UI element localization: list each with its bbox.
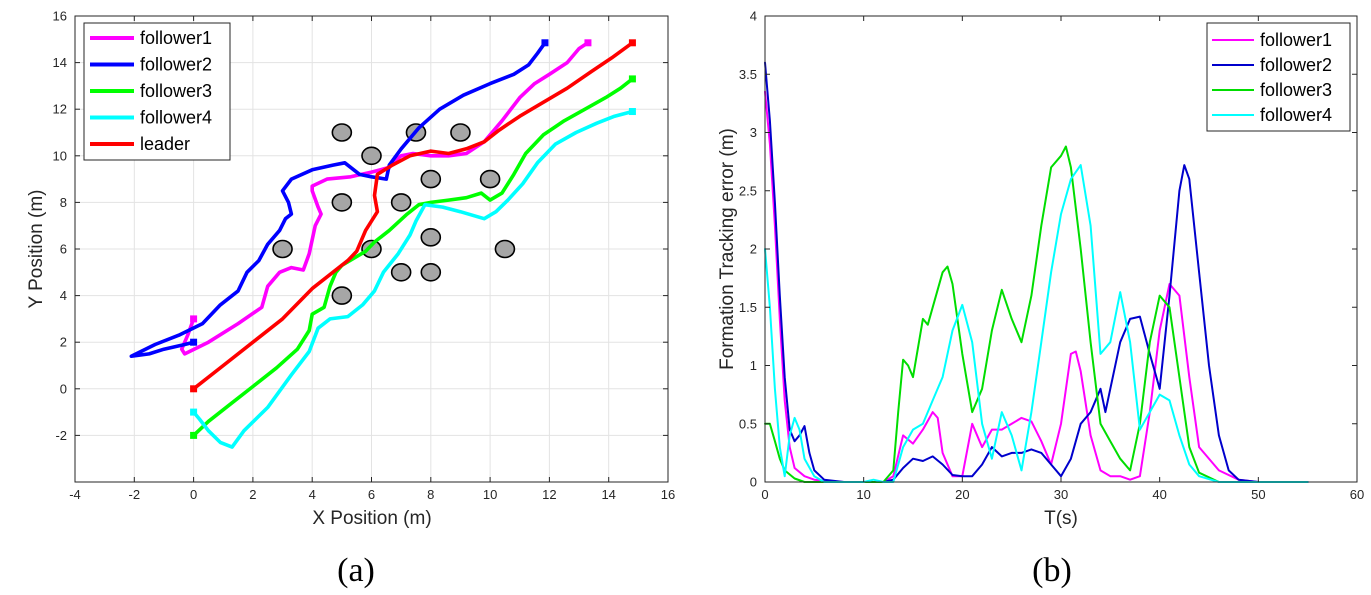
series-endpoint-follower4 [628,108,636,116]
y-tick-label: 16 [53,9,67,24]
obstacle-marker [361,239,382,259]
panel-b-ylabel: Formation Tracking error (m) [717,128,738,370]
legend-label-follower4: follower4 [140,108,212,128]
y-tick-label: 3.5 [739,67,757,82]
obstacle-marker [494,239,516,259]
obstacle-marker [420,228,442,247]
obstacle-marker [331,286,353,305]
y-tick-label: 2 [750,242,757,257]
y-tick-label: 0 [60,381,67,396]
series-endpoint-follower2 [190,338,198,346]
y-tick-label: 8 [60,195,67,210]
x-tick-label: 2 [249,487,256,502]
series-line-follower3 [191,77,635,438]
x-tick-label: 6 [368,487,375,502]
obstacle-marker [479,169,501,189]
x-tick-label: -4 [69,487,81,502]
y-tick-label: 4 [750,9,757,24]
panel-a-legend: follower1 follower2 follower3 follower4 lead… [83,22,231,161]
x-tick-label: 0 [761,487,768,502]
series-endpoint-follower3 [628,75,636,83]
y-tick-label: 4 [60,288,67,303]
series-endpoint-follower3 [190,431,198,439]
legend-label-follower3: follower3 [140,81,212,101]
y-tick-label: 0 [750,475,757,490]
panel-a-ticks: -4 -2 0 2 4 6 8 10 12 14 16 -2 0 2 4 6 8 10 12 14 16 [53,9,676,503]
panel-b-error-plot: 0 10 20 30 40 50 60 0 0.5 1 1.5 2 2.5 3 3.5 4 T(s) Form… [717,9,1364,590]
panel-a-ylabel: Y Position (m) [26,190,47,309]
obstacle-marker [450,123,471,142]
x-tick-label: 14 [601,487,615,502]
y-tick-label: 1 [750,358,757,373]
x-tick-label: 12 [542,487,556,502]
obstacle-marker [331,123,353,142]
panel-b-xlabel: T(s) [1044,508,1078,529]
series-endpoint-follower4 [190,408,198,416]
obstacle-marker [361,146,382,166]
y-tick-label: 12 [53,102,67,117]
x-tick-label: 40 [1152,487,1166,502]
panel-a-series [129,39,636,449]
panel-a-obstacles [272,123,516,305]
x-tick-label: 0 [190,487,197,502]
y-tick-label: -2 [55,428,67,443]
legend-label-follower1: follower1 [1260,30,1332,50]
panel-a-caption: (a) [337,552,375,589]
x-tick-label: 8 [427,487,434,502]
legend-label-follower1: follower1 [140,28,212,48]
obstacle-marker [331,193,353,212]
obstacle-marker [390,193,412,212]
y-tick-label: 14 [53,55,67,70]
x-tick-label: 60 [1350,487,1364,502]
obstacle-marker [390,262,412,282]
series-endpoint-follower2 [541,39,549,47]
y-tick-label: 1.5 [739,300,757,315]
y-tick-label: 2 [60,335,67,350]
x-tick-label: 4 [309,487,316,502]
x-tick-label: 50 [1251,487,1265,502]
series-line-leader [191,40,635,391]
series-line-follower1 [179,40,590,356]
series-line-follower4 [191,109,635,449]
x-tick-label: 10 [856,487,870,502]
panel-b-legend: follower1 follower2 follower3 follower4 [1206,22,1351,132]
series-endpoint-leader [190,385,198,393]
legend-label-leader: leader [140,134,190,154]
series-endpoint-follower1 [190,315,198,323]
y-tick-label: 2.5 [739,183,757,198]
panel-a-grid [74,15,669,482]
y-tick-label: 0.5 [739,416,757,431]
series-line-follower4 [764,164,1309,483]
panel-b-caption: (b) [1032,552,1072,589]
legend-label-follower2: follower2 [140,55,212,75]
obstacle-marker [272,239,293,259]
x-tick-label: -2 [129,487,141,502]
series-endpoint-follower1 [584,39,592,47]
series-line-follower2 [129,40,547,359]
x-tick-label: 20 [955,487,969,502]
obstacle-marker [420,262,442,282]
y-tick-label: 3 [750,125,757,140]
panel-b-ticks: 0 10 20 30 40 50 60 0 0.5 1 1.5 2 2.5 3 3.5 4 [739,9,1364,503]
series-line-follower2 [764,61,1309,483]
y-tick-label: 10 [53,148,67,163]
series-endpoint-leader [628,39,636,47]
x-tick-label: 30 [1054,487,1068,502]
panel-a-trajectory-plot: -4 -2 0 2 4 6 8 10 12 14 16 -2 0 2 4 6 8 10 12 14 16 X Posit… [26,9,675,590]
legend-label-follower2: follower2 [1260,55,1332,75]
panel-a-xlabel: X Position (m) [312,508,431,529]
obstacle-marker [420,169,442,189]
y-tick-label: 6 [60,242,67,257]
x-tick-label: 10 [483,487,497,502]
series-line-follower1 [764,90,1309,483]
legend-label-follower4: follower4 [1260,105,1332,125]
legend-label-follower3: follower3 [1260,80,1332,100]
x-tick-label: 16 [661,487,675,502]
